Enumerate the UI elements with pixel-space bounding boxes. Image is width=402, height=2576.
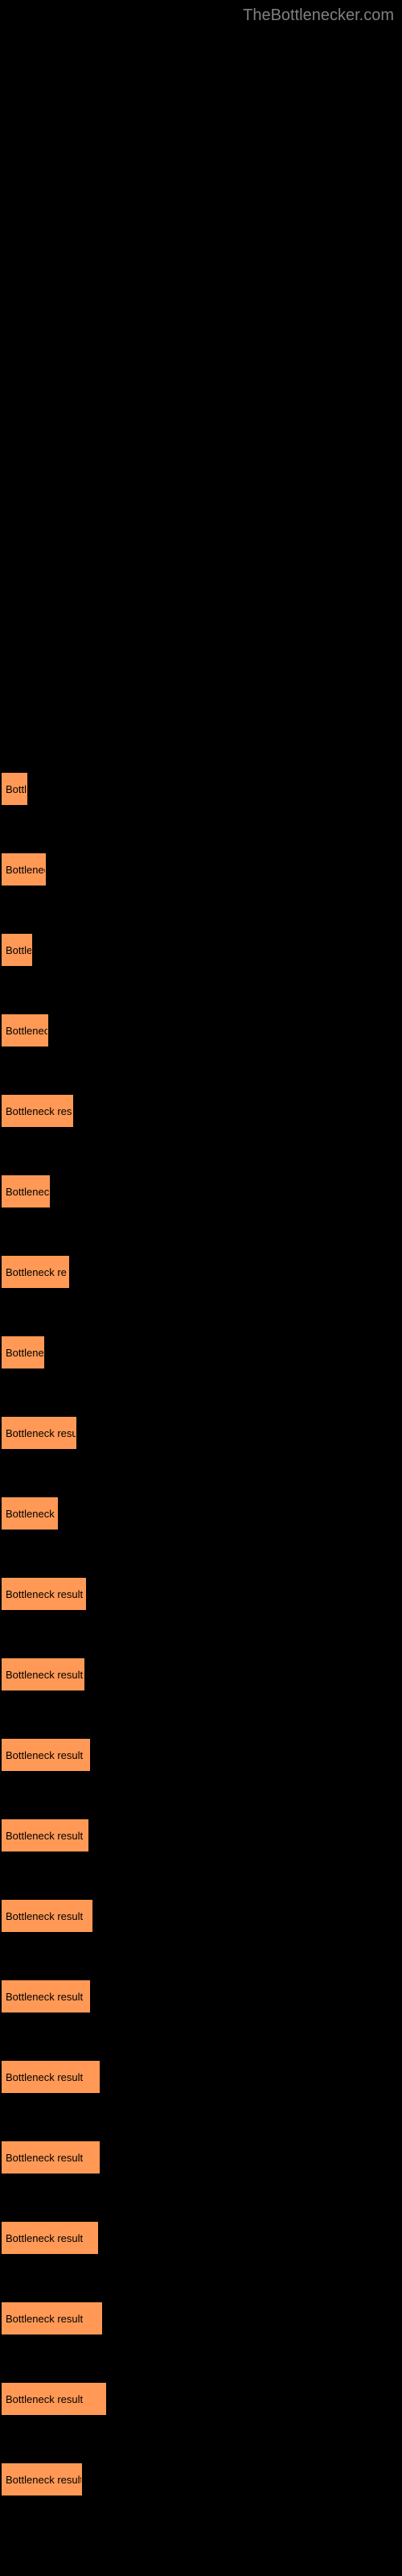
bar-row: Bottleneck result — [2, 2222, 402, 2254]
chart-bar: Bottleneck result — [2, 1900, 92, 1932]
bar-row: Bottl — [2, 773, 402, 805]
chart-bar: Bottleneck result — [2, 1739, 90, 1771]
chart-bar: Bottle — [2, 934, 32, 966]
bar-row: Bottleneck result — [2, 1980, 402, 2013]
bar-row: Bottleneck result — [2, 1739, 402, 1771]
bar-row: Bottleneck — [2, 1175, 402, 1208]
chart-bar: Bottleneck result — [2, 2302, 102, 2334]
bar-row: Bottleneck result — [2, 1658, 402, 1690]
bar-row: Bottleneck result — [2, 2061, 402, 2093]
bar-row: Bottleneck result — [2, 1819, 402, 1852]
bar-row: Bottleneck result — [2, 2463, 402, 2496]
chart-bar: Bottleneck result — [2, 2061, 100, 2093]
bar-row: Bottleneck result — [2, 1578, 402, 1610]
chart-bar: Bottleneck r — [2, 1497, 58, 1530]
chart-bar: Bottleneck result — [2, 2222, 98, 2254]
chart-bar: Bottlenec — [2, 1336, 44, 1368]
chart-bar: Bottleneck — [2, 1175, 50, 1208]
bar-chart: Bottl Bottlenec Bottle Bottleneck Bottleneck… — [0, 0, 402, 2496]
chart-bar: Bottleneck resu — [2, 1417, 76, 1449]
bar-row: Bottle — [2, 934, 402, 966]
watermark-text: TheBottlenecker.com — [243, 6, 394, 25]
bar-row: Bottleneck re — [2, 1256, 402, 1288]
chart-bar: Bottleneck result — [2, 1658, 84, 1690]
chart-bar: Bottleneck result — [2, 1980, 90, 2013]
bar-row: Bottlenec — [2, 1336, 402, 1368]
bar-row: Bottleneck — [2, 1014, 402, 1046]
bar-row: Bottleneck res — [2, 1095, 402, 1127]
chart-bar: Bottleneck result — [2, 2463, 82, 2496]
chart-bar: Bottleneck result — [2, 2141, 100, 2174]
chart-bar: Bottlenec — [2, 853, 46, 886]
bar-row: Bottleneck resu — [2, 1417, 402, 1449]
bar-row: Bottleneck result — [2, 2302, 402, 2334]
chart-bar: Bottleneck re — [2, 1256, 69, 1288]
bar-row: Bottleneck r — [2, 1497, 402, 1530]
bar-row: Bottlenec — [2, 853, 402, 886]
chart-bar: Bottleneck result — [2, 2383, 106, 2415]
bar-row: Bottleneck result — [2, 2383, 402, 2415]
bar-row: Bottleneck result — [2, 1900, 402, 1932]
chart-bar: Bottleneck res — [2, 1095, 73, 1127]
bar-row: Bottleneck result — [2, 2141, 402, 2174]
chart-bar: Bottleneck — [2, 1014, 48, 1046]
chart-bar: Bottleneck result — [2, 1578, 86, 1610]
chart-bar: Bottleneck result — [2, 1819, 88, 1852]
chart-bar: Bottl — [2, 773, 27, 805]
